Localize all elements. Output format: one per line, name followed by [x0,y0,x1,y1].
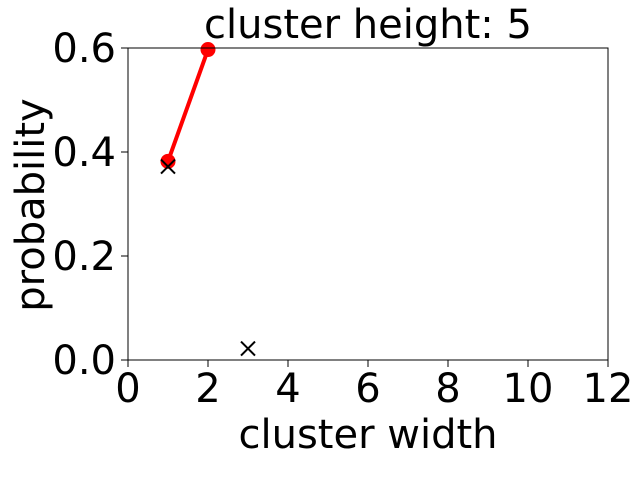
x-tick-label: 12 [583,366,634,412]
series-0-line [166,48,210,163]
chart-title: cluster height: 5 [204,2,532,48]
y-tick-label: 0.2 [52,234,116,280]
x-tick-label: 2 [195,366,220,412]
x-tick-label: 10 [503,366,554,412]
series-1-point [160,158,176,175]
x-tick-label: 8 [435,366,460,412]
series-0-point [200,42,216,58]
y-axis-label: probability [8,98,54,311]
y-tick-label: 0.4 [52,130,116,176]
x-axis-label: cluster width [238,412,497,458]
x-tick-label: 6 [355,366,380,412]
series-layer [160,42,256,357]
series-0-point [160,153,176,169]
series-1-point [240,340,256,357]
y-tick-label: 0.0 [52,338,116,384]
x-tick-label: 0 [115,366,140,412]
y-tick-label: 0.6 [52,26,116,72]
plot-frame [127,47,609,361]
x-tick-label: 4 [275,366,300,412]
ticks: 0 2 4 6 8 10 12 0.0 0.2 0.4 0.6 [52,26,633,412]
